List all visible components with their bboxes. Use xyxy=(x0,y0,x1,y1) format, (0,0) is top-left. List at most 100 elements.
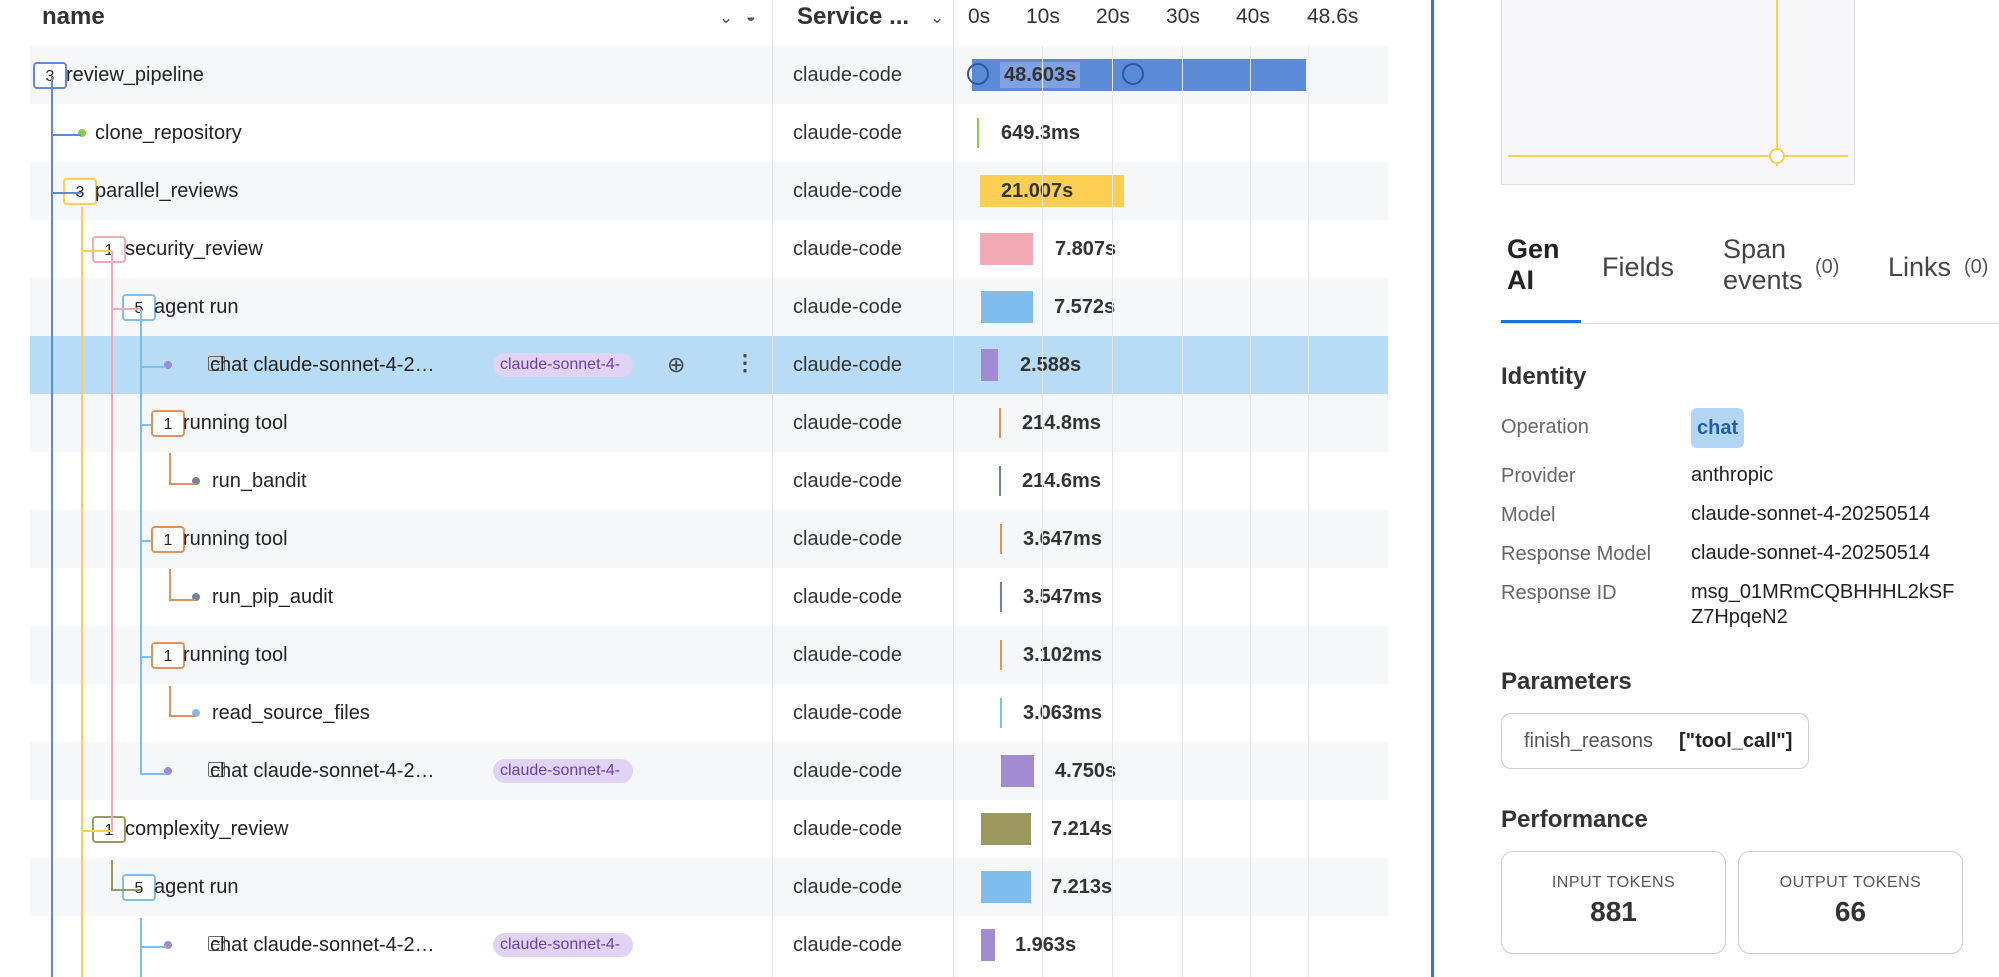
duration-label: 4.750s xyxy=(1055,760,1117,782)
span-name: read_source_files xyxy=(212,702,370,724)
chevron-down-icon[interactable]: ⌄ xyxy=(930,8,945,27)
response-model-label: Response Model xyxy=(1501,543,1652,565)
timeline-tick: 0s xyxy=(968,5,991,28)
span-name: running tool xyxy=(183,528,288,550)
duration-label: 3.102ms xyxy=(1023,644,1102,666)
duration-bar[interactable] xyxy=(977,118,979,148)
duration-label: 7.807s xyxy=(1055,238,1117,260)
child-count-badge[interactable]: 1 xyxy=(151,410,185,437)
column-name-header[interactable]: name xyxy=(42,3,105,30)
duration-bar[interactable] xyxy=(1000,640,1002,670)
timeline-handle-end[interactable] xyxy=(1122,63,1144,85)
table-row[interactable]: 5agent run claude-code 7.572s xyxy=(30,278,1388,336)
tree-connector xyxy=(140,540,151,542)
table-row[interactable]: run_pip_audit claude-code 3.547ms xyxy=(30,568,1388,626)
output-tokens-card: OUTPUT TOKENS 66 xyxy=(1738,851,1963,954)
service-name: claude-code xyxy=(793,934,902,956)
table-row[interactable]: run_bandit claude-code 214.6ms xyxy=(30,452,1388,510)
duration-bar[interactable] xyxy=(980,175,1124,207)
child-count-badge[interactable]: 1 xyxy=(151,526,185,553)
child-count-badge[interactable]: 3 xyxy=(33,62,67,89)
tree-connector xyxy=(140,309,142,775)
tabs-divider xyxy=(1501,323,1999,324)
span-name: security_review xyxy=(125,238,263,260)
tree-connector xyxy=(81,830,111,832)
span-name: agent run xyxy=(154,876,239,898)
duration-label: 3.647ms xyxy=(1023,528,1102,550)
timeline-marker[interactable] xyxy=(1769,148,1785,164)
duration-bar[interactable] xyxy=(1001,755,1034,787)
table-row[interactable]: read_source_files claude-code 3.063ms xyxy=(30,684,1388,742)
panel-divider[interactable] xyxy=(1431,0,1434,977)
tree-connector xyxy=(51,192,81,194)
tree-connector xyxy=(140,366,166,368)
duration-bar[interactable] xyxy=(1000,698,1002,728)
child-count-badge[interactable]: 1 xyxy=(151,642,185,669)
tab-span-events-label: Span events xyxy=(1723,234,1803,295)
table-row[interactable]: chat claude-sonnet-4-2… claude-sonnet-4- c… xyxy=(30,742,1388,800)
span-name: agent run xyxy=(154,296,239,318)
table-row[interactable]: 5agent run claude-code 7.213s xyxy=(30,858,1388,916)
duration-bar[interactable] xyxy=(999,466,1001,496)
tab-fields[interactable]: Fields xyxy=(1602,252,1675,282)
chevron-down-icon[interactable]: ⌄ xyxy=(719,8,734,27)
table-row[interactable]: 3 review_pipeline claude-code 48.603s xyxy=(30,46,1388,104)
parameters-heading: Parameters xyxy=(1501,668,1632,695)
duration-label: 214.8ms xyxy=(1022,412,1101,434)
tree-connector xyxy=(169,483,196,485)
table-row[interactable]: chat claude-sonnet-4-2… claude-sonnet-4- c… xyxy=(30,916,1388,974)
duration-bar[interactable] xyxy=(999,408,1001,438)
column-divider[interactable] xyxy=(772,0,773,977)
duration-bar[interactable] xyxy=(980,233,1033,265)
duration-label: 7.213s xyxy=(1051,876,1113,898)
provider-value: anthropic xyxy=(1691,464,1774,486)
table-header: name ⌄ ◒ Service ... ⌄ 0s 10s 20s 30s 40… xyxy=(30,0,1388,47)
column-divider[interactable] xyxy=(953,0,954,977)
child-count-badge[interactable]: 1 xyxy=(92,236,126,263)
duration-bar[interactable] xyxy=(981,291,1033,323)
table-row[interactable]: chat claude-sonnet-4-2… claude-sonnet-4- ⊕… xyxy=(30,336,1388,394)
gridline xyxy=(1250,46,1251,977)
service-name: claude-code xyxy=(793,644,902,666)
child-count-badge[interactable]: 5 xyxy=(122,294,156,321)
response-id-label: Response ID xyxy=(1501,582,1617,604)
table-row[interactable]: clone_repository claude-code 649.3ms xyxy=(30,104,1388,162)
span-name: chat claude-sonnet-4-2… xyxy=(210,760,435,782)
duration-bar[interactable] xyxy=(1000,524,1002,554)
span-name: review_pipeline xyxy=(66,64,204,86)
table-row[interactable]: 1 running tool claude-code 214.8ms xyxy=(30,394,1388,452)
duration-label: 649.3ms xyxy=(1001,122,1080,144)
duration-bar[interactable] xyxy=(1000,582,1002,612)
chat-icon xyxy=(208,936,225,951)
span-name: run_bandit xyxy=(212,470,307,492)
service-name: claude-code xyxy=(793,818,902,840)
performance-heading: Performance xyxy=(1501,806,1648,833)
child-count-badge[interactable]: 5 xyxy=(122,874,156,901)
duration-bar[interactable] xyxy=(981,929,995,961)
tree-connector xyxy=(111,860,113,890)
duration-bar[interactable] xyxy=(981,871,1031,903)
sort-icon[interactable]: ◒ xyxy=(746,9,756,26)
service-name: claude-code xyxy=(793,180,902,202)
timeline-handle-start[interactable] xyxy=(967,63,989,85)
tree-connector xyxy=(169,453,171,484)
column-service-header[interactable]: Service ... xyxy=(797,3,910,30)
tree-connector xyxy=(140,773,166,775)
duration-bar[interactable] xyxy=(981,349,998,381)
provider-label: Provider xyxy=(1501,465,1576,487)
model-label: Model xyxy=(1501,504,1556,526)
tree-connector xyxy=(81,250,111,252)
table-row[interactable]: 1 running tool claude-code 3.102ms xyxy=(30,626,1388,684)
input-tokens-label: INPUT TOKENS xyxy=(1551,874,1676,891)
service-name: claude-code xyxy=(793,412,902,434)
table-row[interactable]: 1security_review claude-code 7.807s xyxy=(30,220,1388,278)
tree-connector xyxy=(111,308,141,310)
zoom-in-icon[interactable]: ⊕ xyxy=(667,352,686,377)
response-id-value: msg_01MRmCQBHHHL2kSFZ7HpqeN2 xyxy=(1691,581,1955,628)
more-options-icon[interactable]: ⋮ xyxy=(734,350,756,375)
table-row[interactable]: 1 running tool claude-code 3.647ms xyxy=(30,510,1388,568)
duration-bar[interactable] xyxy=(981,813,1031,845)
service-name: claude-code xyxy=(793,528,902,550)
